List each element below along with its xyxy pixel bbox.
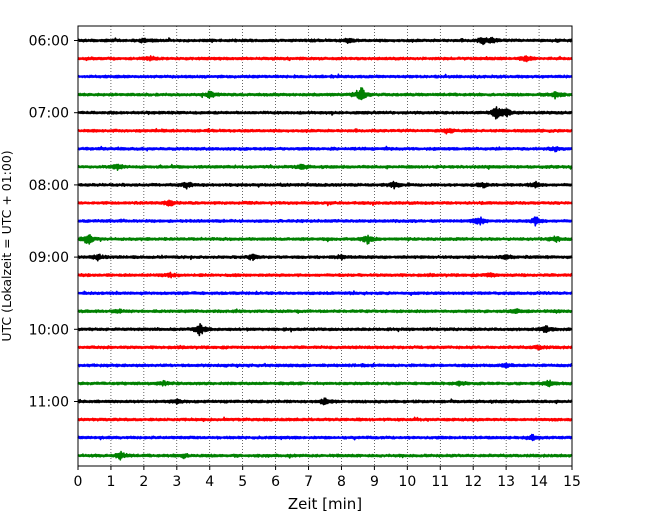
y-tick-label: 06:00 — [29, 34, 69, 50]
trace-0930 — [77, 290, 573, 297]
y-tick-label: 10:00 — [29, 322, 69, 338]
trace-0645 — [77, 87, 573, 101]
y-tick-label: 11:00 — [29, 395, 69, 411]
y-axis-ticks: 06:00 07:00 08:00 09:00 10:00 11:00 — [29, 34, 78, 411]
x-tick-label: 8 — [337, 474, 346, 490]
trace-1045 — [77, 379, 573, 388]
grid-layer — [110, 26, 540, 466]
trace-0630 — [77, 73, 573, 80]
y-tick-label: 07:00 — [29, 106, 69, 122]
trace-0600 — [77, 36, 573, 46]
trace-1115 — [77, 416, 573, 423]
x-tick-label: 10 — [398, 474, 416, 490]
x-axis-title: Zeit [min] — [288, 495, 362, 513]
trace-0615 — [77, 55, 573, 63]
trace-0730 — [77, 145, 573, 153]
y-tick-label: 08:00 — [29, 178, 69, 194]
trace-0800 — [77, 180, 573, 190]
trace-1145 — [77, 450, 573, 461]
x-tick-label: 2 — [139, 474, 148, 490]
x-tick-label: 3 — [172, 474, 181, 490]
trace-1030 — [77, 362, 573, 369]
trace-1000 — [77, 322, 573, 337]
trace-0745 — [77, 163, 573, 171]
trace-0815 — [77, 199, 573, 207]
x-tick-label: 13 — [497, 474, 515, 490]
x-tick-label: 7 — [304, 474, 313, 490]
x-axis-ticks: 0 1 2 3 4 5 6 7 8 9 10 11 12 13 14 15 — [74, 466, 581, 490]
x-tick-label: 0 — [74, 474, 83, 490]
trace-0945 — [77, 308, 573, 314]
x-tick-label: 15 — [563, 474, 581, 490]
trace-1130 — [77, 433, 573, 442]
trace-0715 — [77, 127, 573, 135]
y-axis-title: UTC (Lokalzeit = UTC + 01:00) — [0, 150, 14, 341]
trace-layer — [77, 36, 573, 461]
x-tick-label: 4 — [205, 474, 214, 490]
x-tick-label: 5 — [238, 474, 247, 490]
trace-1100 — [77, 397, 573, 406]
x-tick-label: 1 — [106, 474, 115, 490]
x-tick-label: 14 — [530, 474, 548, 490]
trace-0830 — [77, 216, 573, 227]
plot-frame — [77, 25, 573, 467]
trace-0845 — [77, 234, 573, 245]
x-tick-label: 6 — [271, 474, 280, 490]
trace-1015 — [77, 344, 573, 351]
x-tick-label: 12 — [464, 474, 482, 490]
x-tick-label: 9 — [370, 474, 379, 490]
trace-0915 — [77, 271, 573, 279]
trace-0700 — [77, 106, 573, 120]
trace-0900 — [77, 253, 573, 262]
x-tick-label: 11 — [431, 474, 449, 490]
y-tick-label: 09:00 — [29, 250, 69, 266]
